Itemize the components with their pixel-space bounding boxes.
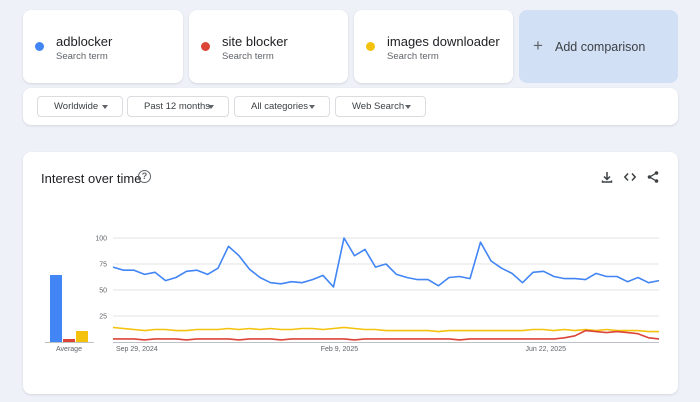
plus-icon: + <box>533 36 543 55</box>
average-bar-adblocker <box>50 275 62 342</box>
term-name: site blocker <box>222 34 288 49</box>
add-comparison-button[interactable]: + Add comparison <box>519 10 678 83</box>
panel-title: Interest over time <box>41 171 142 186</box>
download-icon[interactable] <box>600 170 614 184</box>
caret-down-icon <box>208 105 214 109</box>
term-color-dot <box>201 42 210 51</box>
term-name: adblocker <box>56 34 113 49</box>
filter-label: Worldwide <box>54 101 99 112</box>
search-term-card-2[interactable]: site blocker Search term <box>189 10 348 83</box>
y-tick-label: 100 <box>95 236 107 243</box>
term-color-dot <box>366 42 375 51</box>
average-bar-images-downloader <box>76 331 88 342</box>
filter-bar: Worldwide Past 12 months All categories … <box>23 88 678 125</box>
interest-line-chart: 25 50 75 100 Sep 29, 2024 Feb 9, 2025 Jun 22, … <box>95 236 660 353</box>
search-term-card-3[interactable]: images downloader Search term <box>354 10 513 83</box>
x-tick-label: Sep 29, 2024 <box>116 346 158 353</box>
y-tick-label: 75 <box>99 262 107 269</box>
caret-down-icon <box>102 105 108 109</box>
caret-down-icon <box>309 105 315 109</box>
interest-over-time-panel: Interest over time ? <box>23 152 678 394</box>
filter-label: Past 12 months <box>144 101 211 112</box>
x-tick-label: Feb 9, 2025 <box>321 346 358 353</box>
series-line-site-blocker <box>113 329 660 341</box>
series-line-images-downloader <box>112 326 659 333</box>
filter-time-range[interactable]: Past 12 months <box>127 96 229 117</box>
filter-search-type[interactable]: Web Search <box>335 96 426 117</box>
term-name: images downloader <box>387 34 500 49</box>
add-comparison-label: Add comparison <box>555 40 646 54</box>
average-bar-site-blocker <box>63 339 75 342</box>
caret-down-icon <box>405 105 411 109</box>
x-tick-label: Jun 22, 2025 <box>526 346 567 353</box>
embed-code-icon[interactable] <box>623 170 637 184</box>
average-label: Average <box>56 346 82 353</box>
term-subtitle: Search term <box>56 51 108 62</box>
filter-label: Web Search <box>352 101 405 112</box>
search-term-card-1[interactable]: adblocker Search term <box>23 10 183 83</box>
filter-category[interactable]: All categories <box>234 96 330 117</box>
filter-label: All categories <box>251 101 309 112</box>
filter-region[interactable]: Worldwide <box>37 96 123 117</box>
average-bar-chart: Average <box>45 275 94 353</box>
series-line-adblocker <box>112 237 660 288</box>
term-subtitle: Search term <box>387 51 439 62</box>
help-icon[interactable]: ? <box>138 170 151 183</box>
term-color-dot <box>35 42 44 51</box>
y-tick-label: 50 <box>99 288 107 295</box>
term-subtitle: Search term <box>222 51 274 62</box>
share-icon[interactable] <box>646 170 660 184</box>
y-tick-label: 25 <box>99 314 107 321</box>
